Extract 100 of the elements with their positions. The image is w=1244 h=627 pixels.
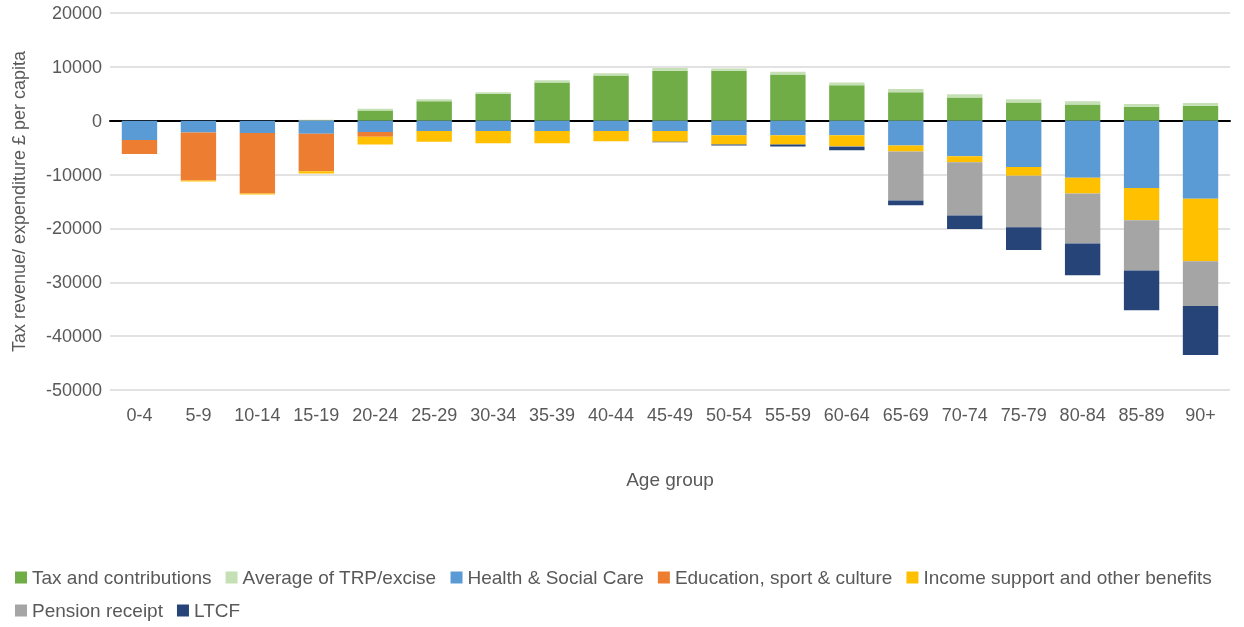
bar <box>416 99 452 102</box>
y-tick-label: 0 <box>91 110 102 131</box>
bar <box>711 70 747 121</box>
bar <box>652 70 688 121</box>
x-tick-label: 75-79 <box>1000 405 1047 425</box>
bar <box>357 110 393 121</box>
legend-label: Tax and contributions <box>32 567 212 588</box>
bar <box>1123 188 1160 221</box>
x-tick-label: 50-54 <box>705 405 752 425</box>
bar <box>711 135 747 145</box>
x-tick-label: 45-49 <box>646 405 694 425</box>
bar <box>475 130 511 144</box>
bar <box>239 133 276 194</box>
bar <box>1006 227 1042 250</box>
bar <box>947 215 983 229</box>
bar <box>1182 198 1219 262</box>
bar <box>239 120 276 134</box>
bar <box>416 130 452 142</box>
bar <box>298 171 334 174</box>
bar <box>888 120 924 146</box>
bar <box>180 120 217 133</box>
x-tick-label: 65-69 <box>882 405 929 425</box>
bar <box>180 132 217 181</box>
bar <box>1182 105 1219 121</box>
bar <box>888 92 924 121</box>
legend-label: Average of TRP/excise <box>242 567 437 588</box>
bar <box>829 120 865 136</box>
bar <box>475 120 511 131</box>
bar <box>593 120 629 131</box>
bar <box>652 67 688 71</box>
bar <box>1123 106 1160 121</box>
bar <box>1182 120 1219 199</box>
y-tick-label: -30000 <box>45 272 102 293</box>
bar <box>829 82 865 86</box>
x-tick-label: 80-84 <box>1059 405 1106 425</box>
x-tick-label: 60-64 <box>823 405 870 425</box>
bar <box>888 145 924 152</box>
bar <box>888 88 924 93</box>
x-tick-label: 5-9 <box>185 405 212 425</box>
bar <box>711 120 747 136</box>
bar <box>593 130 629 142</box>
bar <box>593 75 629 121</box>
bar <box>1182 261 1219 306</box>
bar <box>711 68 747 71</box>
bar <box>1064 101 1101 105</box>
bar <box>947 162 983 216</box>
bar <box>1006 167 1042 176</box>
y-tick-label: 20000 <box>51 3 102 23</box>
bar <box>652 120 688 131</box>
x-tick-label: 15-19 <box>293 405 340 425</box>
bar <box>1006 99 1042 103</box>
bar <box>416 101 452 121</box>
y-axis-title: Tax revenue/ expenditure £ per capita <box>9 49 29 353</box>
x-tick-label: 85-89 <box>1118 405 1165 425</box>
bar <box>1064 104 1101 121</box>
bar <box>1064 193 1101 244</box>
bar <box>888 200 924 206</box>
bar <box>357 136 393 145</box>
bar <box>947 97 983 121</box>
legend-label: LTCF <box>193 600 241 621</box>
legend-label: Education, sport & culture <box>674 567 893 588</box>
bar <box>1064 120 1101 178</box>
x-tick-label: 40-44 <box>588 405 635 425</box>
bar <box>770 135 806 145</box>
y-tick-label: -50000 <box>45 380 102 400</box>
legend-label: Income support and other benefits <box>923 567 1212 588</box>
y-tick-label: -40000 <box>45 326 102 347</box>
x-tick-label: 70-74 <box>941 405 988 425</box>
bar <box>1123 270 1160 311</box>
bar <box>652 130 688 142</box>
x-tick-label: 35-39 <box>529 405 576 425</box>
x-axis-title: Age group <box>626 469 714 490</box>
bar <box>298 133 334 172</box>
bar <box>416 120 452 131</box>
bar <box>121 120 158 141</box>
bar <box>770 144 806 147</box>
bar <box>770 120 806 136</box>
bar <box>947 120 983 157</box>
bar <box>1006 120 1042 168</box>
bar <box>121 140 158 155</box>
x-tick-label: 0-4 <box>126 405 153 425</box>
bar <box>1123 104 1160 107</box>
bar <box>770 74 806 121</box>
bar <box>534 82 570 121</box>
bar <box>1182 305 1219 355</box>
bar <box>829 85 865 121</box>
x-tick-label: 10-14 <box>234 405 281 425</box>
bar <box>1006 102 1042 121</box>
x-tick-label: 20-24 <box>352 405 399 425</box>
bar <box>947 94 983 98</box>
bar <box>298 120 334 134</box>
bar <box>1064 177 1101 194</box>
x-tick-label: 90+ <box>1185 405 1216 425</box>
bar <box>534 80 570 83</box>
legend-label: Pension receipt <box>32 600 164 621</box>
bar <box>475 93 511 121</box>
legend-label: Health & Social Care <box>467 567 644 588</box>
y-tick-label: -10000 <box>45 164 102 185</box>
bar <box>1123 120 1160 189</box>
bar <box>1182 102 1219 106</box>
